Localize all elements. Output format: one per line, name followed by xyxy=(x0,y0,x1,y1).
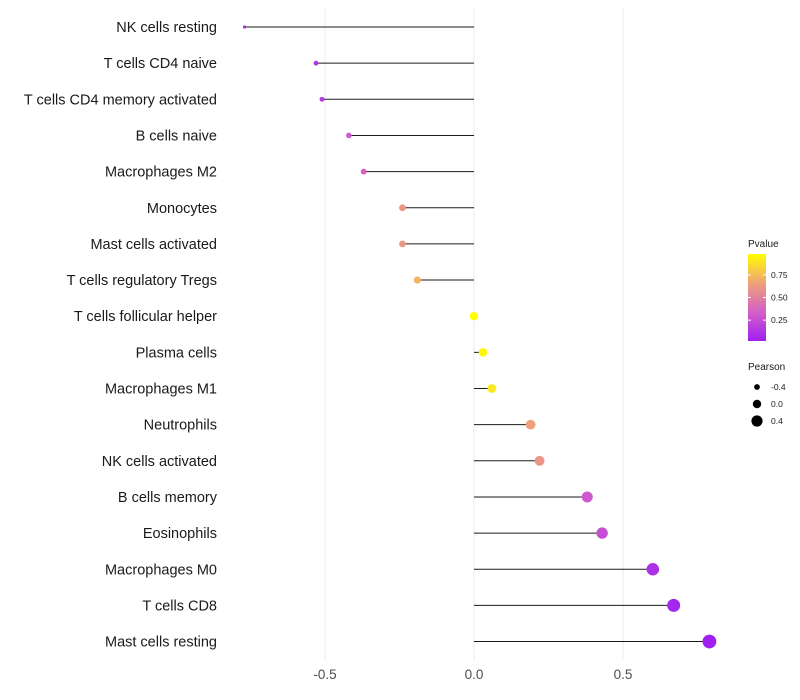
category-label: T cells follicular helper xyxy=(74,309,217,325)
pearson-size-key xyxy=(752,399,762,409)
x-tick-label: 0.0 xyxy=(465,667,484,682)
category-label: Mast cells resting xyxy=(105,635,217,651)
category-label: B cells naive xyxy=(136,128,217,144)
pearson-legend: Pearson -0.4 0.0 0.4 xyxy=(748,362,786,427)
category-label: Eosinophils xyxy=(143,526,217,542)
lollipop-point xyxy=(702,634,717,649)
lollipop-point xyxy=(399,240,406,248)
pearson-size-key xyxy=(754,384,760,390)
category-label: Macrophages M0 xyxy=(105,562,217,578)
lollipop-point xyxy=(360,168,367,175)
lollipop-point xyxy=(469,311,479,321)
pearson-size-label: 0.4 xyxy=(771,416,783,426)
lollipop-point xyxy=(319,96,325,102)
lollipop-point xyxy=(667,598,681,612)
lollipop-point xyxy=(399,204,406,212)
category-label: T cells CD8 xyxy=(142,598,217,614)
lollipop-point xyxy=(646,562,660,576)
category-label: T cells regulatory Tregs xyxy=(67,273,217,289)
lollipop-point xyxy=(413,276,421,284)
lollipop-point xyxy=(346,132,352,139)
lollipop-point xyxy=(242,25,247,29)
category-label: NK cells resting xyxy=(116,20,217,36)
category-labels: NK cells resting T cells CD4 naive T cells… xyxy=(24,20,218,651)
category-label: NK cells activated xyxy=(102,454,217,470)
pvalue-tick-label: 0.50 xyxy=(771,293,788,303)
category-label: Plasma cells xyxy=(136,345,217,361)
category-label: Macrophages M1 xyxy=(105,382,217,398)
pvalue-legend-title: Pvalue xyxy=(748,239,779,250)
pvalue-tick-label: 0.25 xyxy=(771,315,788,325)
lollipop-stems xyxy=(244,26,710,643)
category-label: Macrophages M2 xyxy=(105,165,217,181)
pearson-legend-title: Pearson xyxy=(748,362,785,373)
pvalue-legend: Pvalue 0.75 0.50 0.25 xyxy=(748,239,788,341)
lollipop-point xyxy=(487,384,497,393)
category-label: T cells CD4 memory activated xyxy=(24,92,217,108)
category-label: Mast cells activated xyxy=(90,237,217,253)
lollipop-point xyxy=(313,60,319,66)
lollipop-point xyxy=(596,527,608,539)
pvalue-colorbar xyxy=(748,254,766,341)
pearson-size-label: -0.4 xyxy=(771,382,786,392)
x-axis-ticks: -0.5 0.0 0.5 xyxy=(313,667,632,682)
lollipop-points xyxy=(242,25,717,649)
x-tick-label: 0.5 xyxy=(614,667,633,682)
category-label: Neutrophils xyxy=(144,418,217,434)
pearson-size-label: 0.0 xyxy=(771,399,783,409)
lollipop-point xyxy=(478,348,488,357)
category-label: T cells CD4 naive xyxy=(104,56,217,72)
lollipop-point xyxy=(525,419,536,430)
category-label: B cells memory xyxy=(118,490,218,506)
pearson-size-key xyxy=(751,415,763,427)
category-label: Monocytes xyxy=(147,201,217,217)
pvalue-tick-label: 0.75 xyxy=(771,270,788,280)
x-tick-label: -0.5 xyxy=(313,667,336,682)
lollipop-point xyxy=(581,491,593,503)
lollipop-point xyxy=(534,455,545,466)
grid-lines xyxy=(324,8,624,660)
